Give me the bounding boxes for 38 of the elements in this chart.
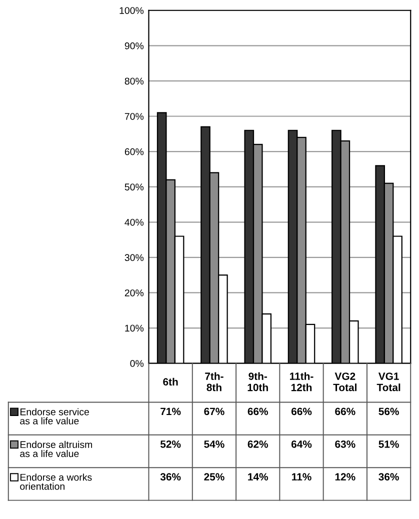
legend-label: Endorse service as a life value — [20, 408, 89, 424]
data-label: 63% — [335, 440, 356, 448]
x-tick-label: 7th- 8th — [205, 372, 224, 392]
y-tick-label: 70% — [124, 112, 144, 120]
x-tick-label: VG1 Total — [376, 372, 400, 392]
y-tick-label: 60% — [124, 148, 144, 156]
data-label: 54% — [204, 440, 224, 448]
x-tick-label: VG2 Total — [333, 372, 356, 392]
y-tick-label: 100% — [120, 7, 144, 14]
y-tick-label: 90% — [124, 42, 144, 50]
x-tick-label: 11th- 12th — [290, 372, 314, 392]
y-tick-label: 20% — [124, 289, 144, 296]
x-tick-label: 6th — [163, 378, 178, 386]
data-label: 71% — [160, 408, 181, 416]
data-label: 14% — [248, 473, 268, 481]
data-label: 11% — [292, 473, 312, 481]
data-label: 12% — [335, 473, 356, 481]
data-label: 67% — [204, 408, 224, 416]
data-label: 64% — [291, 440, 312, 448]
data-label: 66% — [248, 408, 268, 416]
y-tick-label: 0% — [130, 360, 144, 367]
data-label: 25% — [204, 473, 224, 481]
data-label: 36% — [378, 473, 399, 481]
y-tick-label: 30% — [124, 254, 144, 262]
y-tick-label: 50% — [124, 184, 144, 190]
data-label: 52% — [160, 440, 181, 448]
legend-label: Endorse altruism as a life value — [20, 440, 92, 458]
data-label: 56% — [378, 408, 399, 416]
x-tick-label: 9th- 10th — [248, 372, 268, 392]
legend-label: Endorse a works orientation — [20, 474, 92, 490]
data-label: 66% — [335, 408, 356, 416]
data-label: 66% — [291, 408, 312, 416]
y-tick-label: 80% — [124, 78, 144, 85]
data-label: 51% — [378, 440, 399, 448]
y-tick-label: 10% — [125, 324, 144, 332]
y-tick-label: 40% — [124, 218, 144, 226]
data-label: 36% — [160, 473, 181, 481]
data-label: 62% — [248, 440, 268, 448]
